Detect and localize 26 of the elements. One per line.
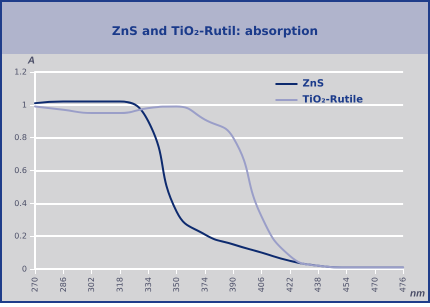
y-tick-label: 1.2 [14,68,27,76]
x-tick-label: 270 [30,277,40,292]
y-tick-label: 0.4 [14,198,27,208]
y-tick-label: 0.8 [14,133,27,142]
x-tick-label: 422 [285,277,294,292]
y-axis-title: A [26,56,35,66]
x-tick-label: 406 [257,277,266,292]
x-tick-label: 390 [228,277,238,292]
x-tick-label: 438 [314,277,323,292]
x-tick-label: 286 [58,277,68,292]
chart-title: ZnS and TiO₂-Rutil: absorption [112,24,318,38]
x-tick-label: 350 [172,277,182,292]
x-tick-label: 454 [342,277,351,292]
x-tick-label: 470 [370,277,380,292]
x-tick-label: 476 [398,277,408,292]
legend-label: TiO₂-Rutile [302,94,364,106]
x-tick-label: 302 [87,277,96,292]
y-tick-label: 0.6 [14,166,27,175]
x-tick-label: 334 [144,277,153,292]
y-tick-label: 0 [22,264,27,274]
y-tick-label: 1 [22,100,27,110]
y-tick-label: 0.2 [14,232,27,241]
x-axis-title: nm [410,288,426,300]
legend-label: ZnS [302,78,324,90]
x-tick-label: 318 [115,277,124,292]
x-tick-label: 374 [200,277,210,292]
